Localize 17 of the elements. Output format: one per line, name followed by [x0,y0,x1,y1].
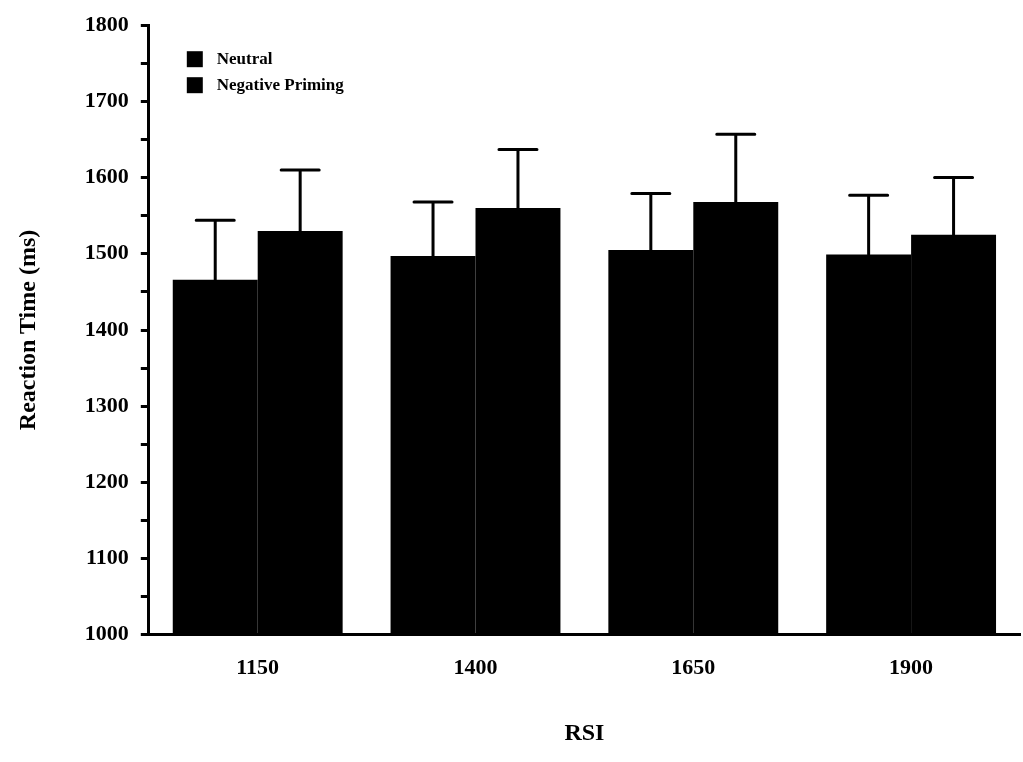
x-tick-label: 1650 [671,653,716,679]
y-tick-label: 1400 [84,315,129,341]
x-tick-label: 1900 [889,653,934,679]
x-axis-title: RSI [564,718,605,745]
y-axis-title: Reaction Time (ms) [13,229,40,431]
legend-label: Neutral [216,48,273,68]
y-tick-label: 1200 [84,468,129,494]
y-tick-label: 1500 [84,239,129,265]
y-tick-label: 1800 [84,10,129,36]
x-tick-label: 1150 [236,653,280,679]
y-tick-label: 1600 [84,163,129,189]
y-tick-label: 1300 [84,391,129,417]
y-tick-label: 1100 [86,544,129,570]
y-tick-label: 1000 [84,620,129,646]
y-tick-label: 1700 [84,87,129,113]
legend-label: Negative Priming [216,74,345,94]
x-tick-label: 1400 [453,653,498,679]
